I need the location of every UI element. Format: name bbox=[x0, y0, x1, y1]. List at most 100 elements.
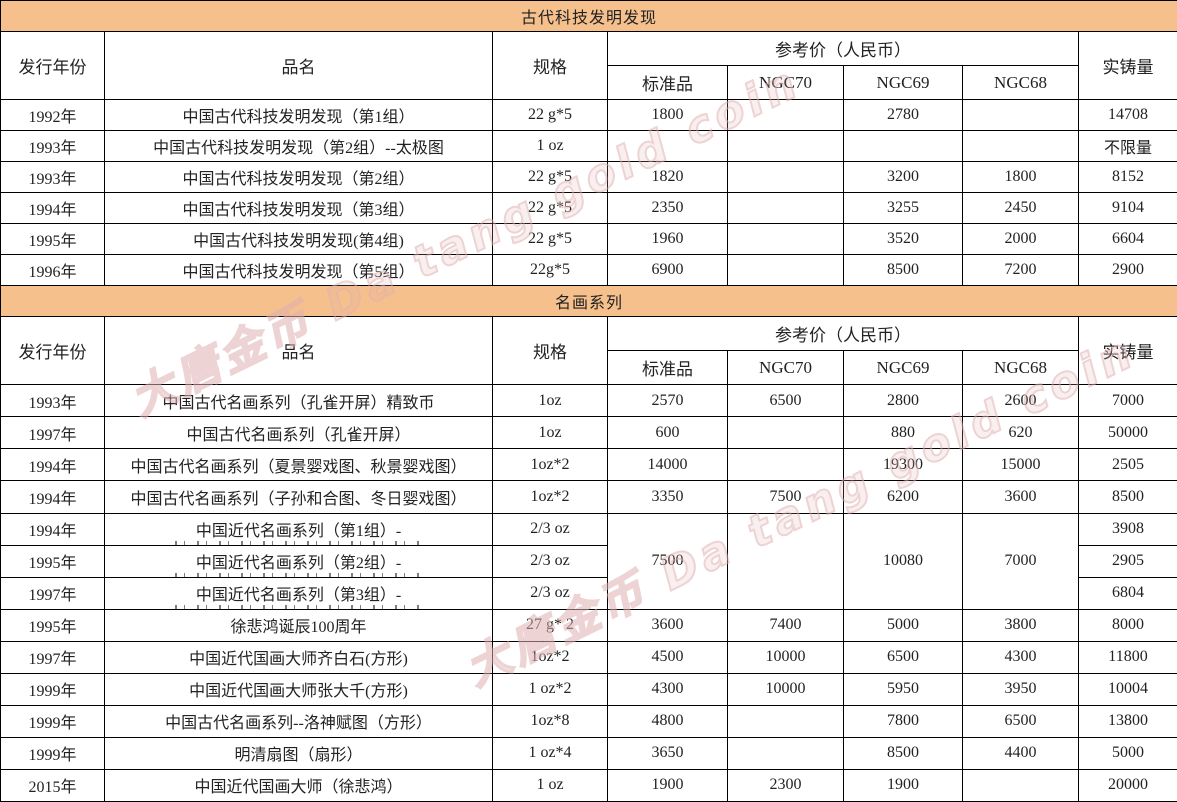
price-cell-ngc68: 3600 bbox=[962, 480, 1079, 514]
mintage-cell: 13800 bbox=[1077, 704, 1177, 738]
col-header-standard: 标准品 bbox=[607, 65, 728, 101]
price-cell-standard: 1800 bbox=[607, 99, 728, 132]
name-cell: 中国近代名画系列（第2组）- bbox=[104, 544, 493, 578]
mintage-cell: 6604 bbox=[1077, 223, 1177, 256]
year-cell: 1993年 bbox=[0, 130, 105, 163]
col-header-ngc69: NGC69 bbox=[843, 65, 963, 101]
section-title: 名画系列 bbox=[0, 285, 1177, 318]
clipped-text-artifact bbox=[174, 572, 423, 577]
spec-cell: 2/3 oz bbox=[492, 544, 608, 578]
table-row: 2015年 中国近代国画大师（徐悲鸿） 1 oz 1900 2300 1900 20000 bbox=[0, 768, 1177, 802]
price-cell-ngc68 bbox=[962, 130, 1079, 163]
price-cell-ngc70: 7500 bbox=[727, 480, 844, 514]
name-cell: 中国古代名画系列（夏景婴戏图、秋景婴戏图） bbox=[104, 448, 493, 482]
table-row: 1997年 中国古代名画系列（孔雀开屏） 1oz 600 880 620 50000 bbox=[0, 416, 1177, 450]
table-row: 1993年 中国古代科技发明发现（第2组）--太极图 1 oz 不限量 bbox=[0, 130, 1177, 163]
col-header-price-group: 参考价（人民币） bbox=[607, 31, 1079, 67]
year-cell: 1996年 bbox=[0, 254, 105, 287]
table-row: 1992年 中国古代科技发明发现（第1组） 22 g*5 1800 2780 14708 bbox=[0, 99, 1177, 132]
spec-cell: 22 g*5 bbox=[492, 161, 608, 194]
table-row: 1994年 中国古代名画系列（子孙和合图、冬日婴戏图） 1oz*2 3350 7500 6… bbox=[0, 480, 1177, 514]
spec-cell: 1oz*8 bbox=[492, 704, 608, 738]
price-cell-ngc69: 6200 bbox=[843, 480, 963, 514]
table-row: 1993年 中国古代科技发明发现（第2组） 22 g*5 1820 3200 1800 81… bbox=[0, 161, 1177, 194]
price-cell-standard: 1900 bbox=[607, 768, 728, 802]
year-cell: 1999年 bbox=[0, 672, 105, 706]
col-header-ngc70: NGC70 bbox=[727, 350, 844, 386]
spec-cell: 1oz*2 bbox=[492, 480, 608, 514]
col-header-spec: 规格 bbox=[492, 316, 608, 386]
name-cell: 中国古代科技发明发现（第1组） bbox=[104, 99, 493, 132]
price-cell-ngc70: 10000 bbox=[727, 672, 844, 706]
price-cell-ngc68: 2450 bbox=[962, 192, 1079, 225]
name-cell: 中国近代国画大师齐白石(方形) bbox=[104, 640, 493, 674]
price-cell-standard: 3350 bbox=[607, 480, 728, 514]
spec-cell: 2/3 oz bbox=[492, 576, 608, 610]
year-cell: 1995年 bbox=[0, 608, 105, 642]
spec-cell: 27 g* 2 bbox=[492, 608, 608, 642]
table-row: 1994年 中国古代科技发明发现（第3组） 22 g*5 2350 3255 2450 91… bbox=[0, 192, 1177, 225]
price-cell-ngc70 bbox=[727, 704, 844, 738]
price-cell-ngc69: 3200 bbox=[843, 161, 963, 194]
price-cell-ngc68: 3950 bbox=[962, 672, 1079, 706]
table-row: 1995年 中国近代名画系列（第2组）- 2/3 oz 2905 bbox=[0, 544, 1177, 578]
col-header-ngc68: NGC68 bbox=[962, 350, 1079, 386]
price-cell-ngc69: 10080 bbox=[843, 512, 963, 610]
price-cell-ngc68: 620 bbox=[962, 416, 1079, 450]
price-cell-ngc68: 7000 bbox=[962, 512, 1079, 610]
spec-cell: 1 oz*2 bbox=[492, 672, 608, 706]
price-cell-ngc69: 6500 bbox=[843, 640, 963, 674]
spec-cell: 22 g*5 bbox=[492, 99, 608, 132]
table-row: 1995年 徐悲鸿诞辰100周年 27 g* 2 3600 7400 5000 3800 80… bbox=[0, 608, 1177, 642]
table-row: 1994年 中国近代名画系列（第1组）- 2/3 oz 7500 10080 7000 39… bbox=[0, 512, 1177, 610]
price-cell-ngc69: 8500 bbox=[843, 254, 963, 287]
mintage-cell: 7000 bbox=[1077, 384, 1177, 418]
col-header-spec: 规格 bbox=[492, 31, 608, 101]
header-row-sub: 标准品 NGC70 NGC69 NGC68 bbox=[1, 65, 1177, 101]
price-cell-standard: 3600 bbox=[607, 608, 728, 642]
price-cell-standard: 14000 bbox=[607, 448, 728, 482]
price-cell-ngc70 bbox=[727, 512, 844, 610]
price-cell-ngc69: 7800 bbox=[843, 704, 963, 738]
price-cell-ngc68: 4300 bbox=[962, 640, 1079, 674]
price-cell-standard: 1820 bbox=[607, 161, 728, 194]
year-cell: 1993年 bbox=[0, 384, 105, 418]
name-cell: 中国古代名画系列（子孙和合图、冬日婴戏图） bbox=[104, 480, 493, 514]
name-cell: 中国古代科技发明发现(第4组) bbox=[104, 223, 493, 256]
clipped-text-artifact bbox=[174, 540, 423, 545]
name-cell: 中国近代名画系列（第1组）- bbox=[104, 512, 493, 546]
header-row-top: 发行年份 品名 规格 参考价（人民币） 实铸量 bbox=[0, 31, 1177, 101]
price-cell-ngc70 bbox=[727, 161, 844, 194]
mintage-cell: 8500 bbox=[1077, 480, 1177, 514]
price-cell-ngc69: 3520 bbox=[843, 223, 963, 256]
year-cell: 1997年 bbox=[0, 576, 105, 610]
name-cell: 中国古代科技发明发现（第2组） bbox=[104, 161, 493, 194]
col-header-standard: 标准品 bbox=[607, 350, 728, 386]
mintage-cell: 14708 bbox=[1077, 99, 1177, 132]
price-cell-ngc68: 2000 bbox=[962, 223, 1079, 256]
year-cell: 1994年 bbox=[0, 480, 105, 514]
price-cell-ngc69: 880 bbox=[843, 416, 963, 450]
price-cell-ngc68: 1800 bbox=[962, 161, 1079, 194]
col-header-price-group: 参考价（人民币） bbox=[607, 316, 1079, 352]
table-row: 1997年 中国近代国画大师齐白石(方形) 1oz*2 4500 10000 6500 43… bbox=[0, 640, 1177, 674]
price-cell-ngc70: 7400 bbox=[727, 608, 844, 642]
price-cell-standard: 6900 bbox=[607, 254, 728, 287]
price-cell-ngc68 bbox=[962, 768, 1079, 802]
spec-cell: 22 g*5 bbox=[492, 192, 608, 225]
price-cell-standard: 1960 bbox=[607, 223, 728, 256]
mintage-cell: 9104 bbox=[1077, 192, 1177, 225]
year-cell: 2015年 bbox=[0, 768, 105, 802]
year-cell: 1992年 bbox=[0, 99, 105, 132]
header-row-top: 发行年份 品名 规格 参考价（人民币） 实铸量 bbox=[0, 316, 1177, 386]
price-cell-standard: 4800 bbox=[607, 704, 728, 738]
price-cell-ngc68 bbox=[962, 99, 1079, 132]
price-cell-ngc70 bbox=[727, 736, 844, 770]
price-cell-ngc69 bbox=[843, 130, 963, 163]
spec-cell: 22g*5 bbox=[492, 254, 608, 287]
price-cell-standard: 4500 bbox=[607, 640, 728, 674]
col-header-name: 品名 bbox=[104, 316, 493, 386]
